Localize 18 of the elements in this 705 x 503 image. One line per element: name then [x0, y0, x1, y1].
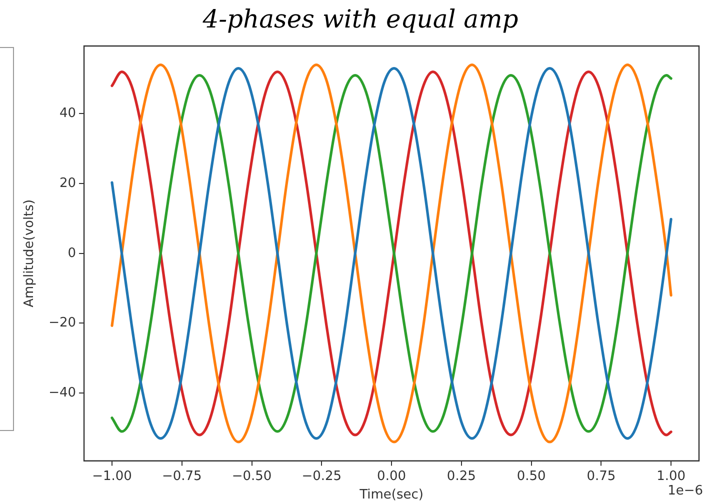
x-tick-label: 0.00	[377, 468, 406, 484]
y-tick-label: 40	[59, 106, 76, 122]
y-tick-label: −20	[48, 316, 76, 331]
x-tick-label: 0.25	[446, 468, 476, 484]
text: 1e−6	[668, 484, 703, 499]
y-tick-label: −40	[48, 385, 76, 400]
y-axis-title: Amplitude(volts)	[22, 199, 38, 308]
x-tick-label: 1.00	[656, 468, 686, 484]
x-axis-title: Time(sec)	[358, 488, 424, 503]
x-tick-label: −0.75	[162, 468, 202, 484]
x-tick-label: −1.00	[92, 468, 132, 484]
x-tick-label: −0.25	[302, 468, 342, 484]
x-tick-label: 0.50	[516, 468, 546, 484]
y-tick-label: 20	[59, 176, 76, 191]
y-tick-label: 0	[68, 246, 76, 261]
x-tick-label: 0.75	[586, 468, 616, 484]
x-tick-label: −0.50	[232, 468, 272, 484]
chart-title: 4-phases with equal amp	[202, 4, 518, 34]
